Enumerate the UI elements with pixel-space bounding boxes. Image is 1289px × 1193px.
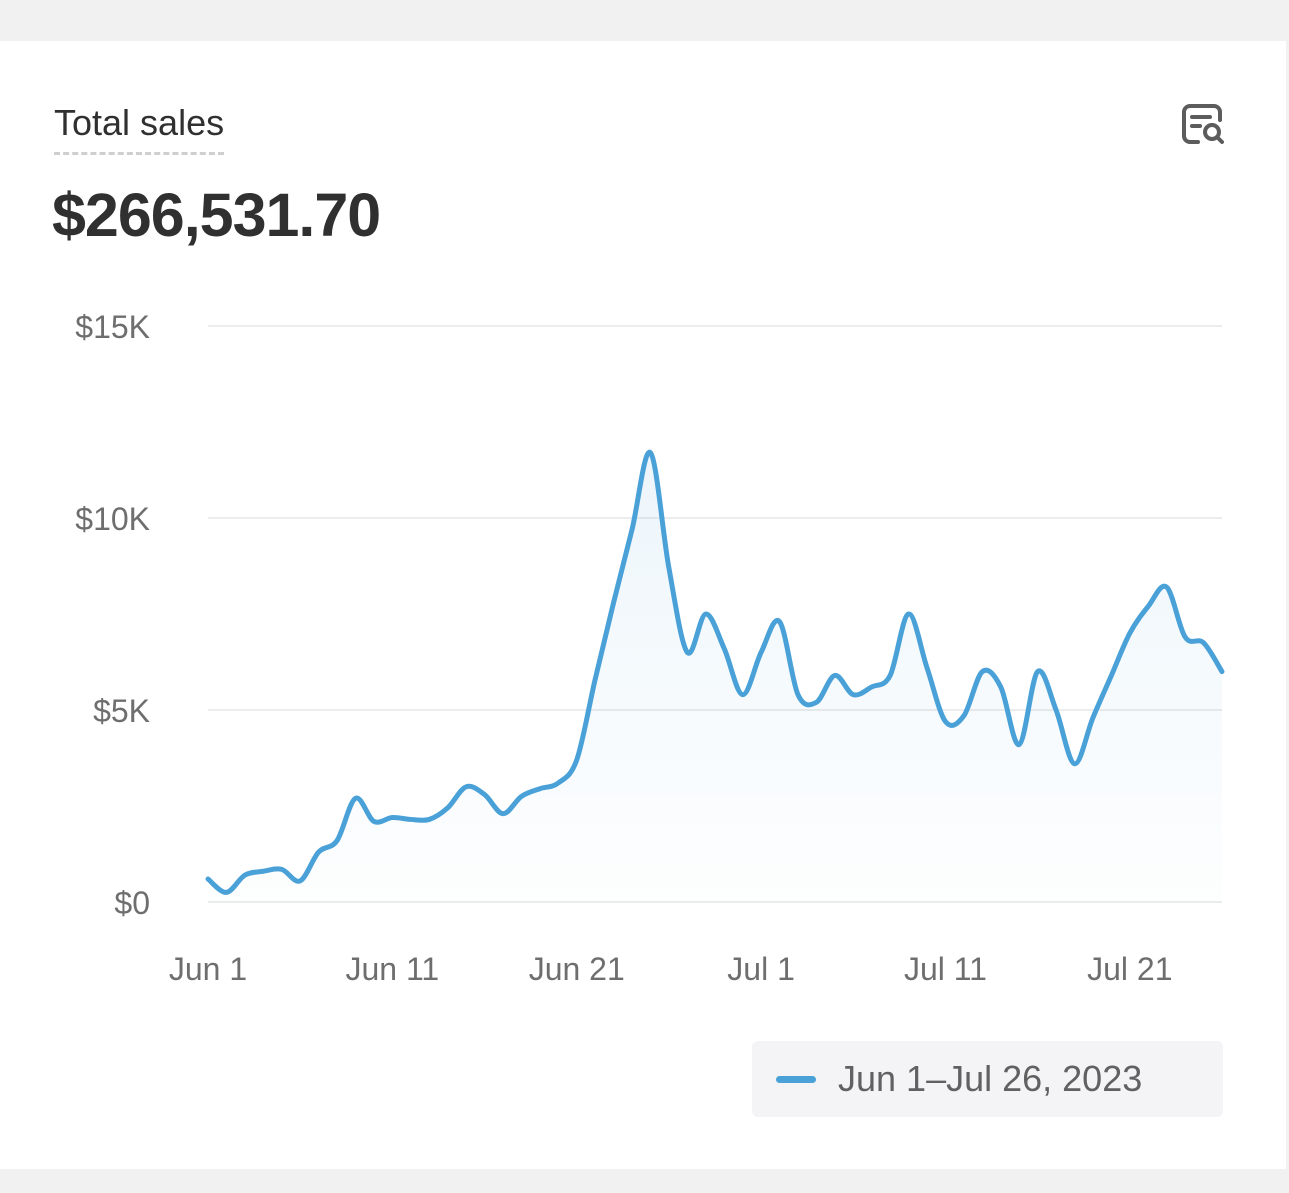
data-point (1201, 640, 1207, 646)
data-point (574, 757, 580, 763)
data-point (316, 849, 322, 855)
x-tick-label: Jun 11 (346, 951, 440, 987)
data-point (555, 780, 561, 786)
data-point (371, 818, 377, 824)
data-point (777, 619, 783, 625)
x-tick-label: Jul 21 (1087, 951, 1172, 987)
data-point (408, 816, 414, 822)
data-point (352, 795, 358, 801)
data-point (1016, 742, 1022, 748)
data-point (1182, 634, 1188, 640)
data-point (850, 692, 856, 698)
data-point (223, 889, 229, 895)
data-point (537, 786, 543, 792)
x-tick-label: Jul 1 (727, 951, 795, 987)
data-point (721, 646, 727, 652)
x-axis: Jun 1 Jun 11 Jun 21 Jul 1 Jul 11 Jul 21 (169, 951, 1173, 987)
x-tick-label: Jun 1 (169, 951, 247, 987)
data-point (703, 611, 709, 617)
data-point (463, 784, 469, 790)
data-point (1127, 630, 1133, 636)
data-point (518, 793, 524, 799)
data-point (1090, 715, 1096, 721)
legend[interactable]: Jun 1–Jul 26, 2023 (752, 1041, 1223, 1117)
data-point (979, 669, 985, 675)
data-point (832, 672, 838, 678)
data-point (500, 811, 506, 817)
y-tick-label: $5K (93, 693, 150, 729)
data-point (1072, 761, 1078, 767)
data-point (297, 878, 303, 884)
y-tick-label: $10K (75, 501, 150, 537)
data-point (998, 684, 1004, 690)
data-point (1164, 584, 1170, 590)
report-search-icon[interactable] (1178, 100, 1228, 150)
data-point (205, 876, 211, 882)
data-point (758, 649, 764, 655)
legend-label: Jun 1–Jul 26, 2023 (838, 1058, 1143, 1099)
data-point (813, 699, 819, 705)
data-point (924, 665, 930, 671)
data-point (942, 719, 948, 725)
total-sales-value: $266,531.70 (52, 181, 381, 249)
data-point (1108, 672, 1114, 678)
data-point (869, 684, 875, 690)
y-tick-label: $0 (114, 885, 150, 921)
data-point (887, 672, 893, 678)
data-point (260, 868, 266, 874)
data-point (279, 866, 285, 872)
y-axis: $0 $5K $10K $15K (75, 309, 150, 921)
data-point (592, 676, 598, 682)
data-point (482, 791, 488, 797)
data-point (961, 713, 967, 719)
x-tick-label: Jul 11 (904, 951, 987, 987)
report-search-icon-graphic (1182, 104, 1224, 144)
data-point (334, 838, 340, 844)
data-point (1035, 669, 1041, 675)
data-point (740, 692, 746, 698)
data-point (1053, 707, 1059, 713)
data-point (426, 816, 432, 822)
card-title[interactable]: Total sales (54, 100, 225, 155)
x-tick-label: Jun 21 (529, 951, 625, 987)
data-point (629, 527, 635, 533)
series-area (208, 452, 1222, 902)
legend-swatch (776, 1076, 816, 1083)
data-point (647, 450, 653, 456)
data-point (242, 872, 248, 878)
data-point (445, 805, 451, 811)
data-point (611, 599, 617, 605)
y-tick-label: $15K (75, 309, 150, 345)
data-point (906, 611, 912, 617)
data-point (1219, 669, 1225, 675)
data-point (795, 692, 801, 698)
data-point (389, 815, 395, 821)
data-point (1145, 603, 1151, 609)
data-point (684, 649, 690, 655)
series-line[interactable] (205, 450, 1225, 895)
data-point (666, 565, 672, 571)
